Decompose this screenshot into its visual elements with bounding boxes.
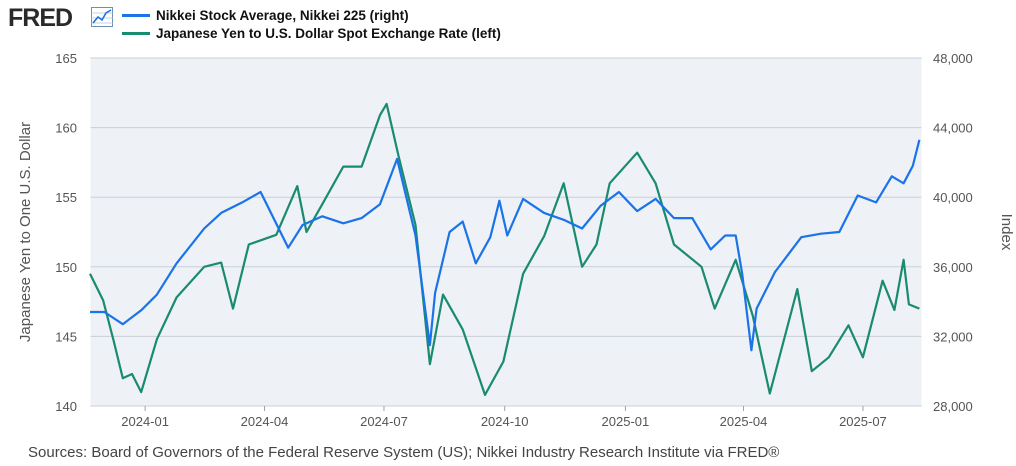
fred-logo[interactable]: FRED [8, 4, 73, 32]
yen-series-line[interactable] [89, 102, 920, 396]
left-tick-label: 160 [55, 121, 77, 136]
chart-header: FRED Nikkei Stock Average, Nikkei 225 (r… [0, 0, 1016, 46]
right-tick-label: 32,000 [933, 329, 973, 344]
x-tick-label: 2025-04 [720, 414, 768, 429]
x-axis-ticks: 2024-01 2024-04 2024-07 2024-10 2025-01 2025-… [121, 406, 887, 429]
nikkei-series-line[interactable] [90, 139, 921, 352]
series-lines [89, 102, 921, 396]
legend-swatch-nikkei [122, 13, 150, 17]
left-axis-title: Japanese Yen to One U.S. Dollar [17, 122, 34, 342]
legend-label-nikkei: Nikkei Stock Average, Nikkei 225 (right) [156, 7, 409, 23]
x-tick-label: 2024-07 [360, 414, 408, 429]
x-tick-label: 2024-04 [241, 414, 289, 429]
right-tick-label: 36,000 [933, 260, 973, 275]
gridlines [89, 57, 923, 407]
left-tick-label: 140 [55, 399, 77, 414]
dual-axis-line-chart: 140 145 150 155 160 165 28,000 32,000 36,000 40,… [17, 51, 1015, 429]
right-axis-ticks: 28,000 32,000 36,000 40,000 44,000 48,000 [933, 51, 973, 414]
left-tick-label: 150 [55, 260, 77, 275]
x-tick-label: 2025-07 [839, 414, 887, 429]
legend-item-yen[interactable]: Japanese Yen to U.S. Dollar Spot Exchang… [122, 24, 501, 42]
legend-swatch-yen [122, 31, 150, 35]
right-tick-label: 28,000 [933, 399, 973, 414]
source-note: Sources: Board of Governors of the Feder… [28, 444, 780, 461]
right-tick-label: 40,000 [933, 190, 973, 205]
left-tick-label: 165 [55, 51, 77, 66]
x-tick-label: 2024-01 [121, 414, 169, 429]
x-tick-label: 2024-10 [481, 414, 529, 429]
right-tick-label: 48,000 [933, 51, 973, 66]
legend-label-yen: Japanese Yen to U.S. Dollar Spot Exchang… [156, 25, 501, 41]
fred-graph-icon [91, 7, 113, 27]
legend-item-nikkei[interactable]: Nikkei Stock Average, Nikkei 225 (right) [122, 6, 501, 24]
left-tick-label: 145 [55, 329, 77, 344]
left-tick-label: 155 [55, 190, 77, 205]
chart-legend: Nikkei Stock Average, Nikkei 225 (right)… [122, 6, 501, 42]
left-axis-ticks: 140 145 150 155 160 165 [55, 51, 77, 414]
x-tick-label: 2025-01 [602, 414, 650, 429]
right-tick-label: 44,000 [933, 121, 973, 136]
right-axis-title: Index [998, 214, 1015, 251]
